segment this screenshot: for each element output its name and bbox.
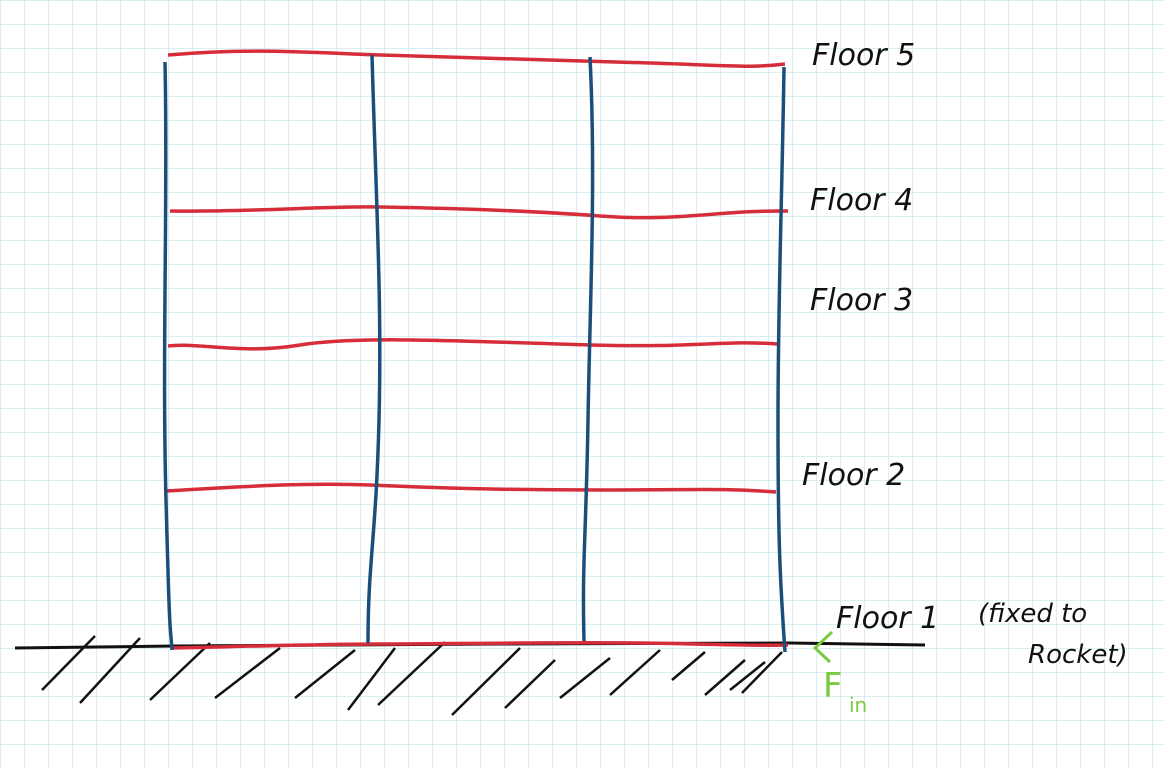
force-arrow-icon — [812, 630, 834, 664]
column-1 — [162, 61, 174, 651]
column-4 — [776, 66, 787, 653]
floor-3-label: Floor 3 — [810, 283, 913, 318]
floor-5-label: Floor 5 — [812, 38, 915, 73]
floor-5-line — [167, 49, 786, 68]
column-3 — [581, 56, 595, 642]
input-force — [812, 630, 834, 664]
force-subscript: in — [849, 693, 867, 717]
ground-hatching — [41, 635, 783, 716]
ground-note-line-2: Rocket) — [1028, 640, 1128, 670]
floor-lines — [165, 49, 789, 650]
floor-1-line — [171, 640, 789, 650]
floor-4-label: Floor 4 — [810, 183, 913, 218]
floor-2-label: Floor 2 — [802, 458, 905, 493]
floor-2-line — [165, 482, 777, 494]
floor-4-line — [169, 205, 789, 220]
floor-3-line — [167, 338, 779, 351]
column-2 — [366, 54, 382, 644]
force-label: F — [823, 666, 843, 706]
columns — [162, 54, 787, 653]
floor-1-label: Floor 1 — [836, 601, 939, 636]
ground-note-line-1: (fixed to — [978, 599, 1087, 629]
